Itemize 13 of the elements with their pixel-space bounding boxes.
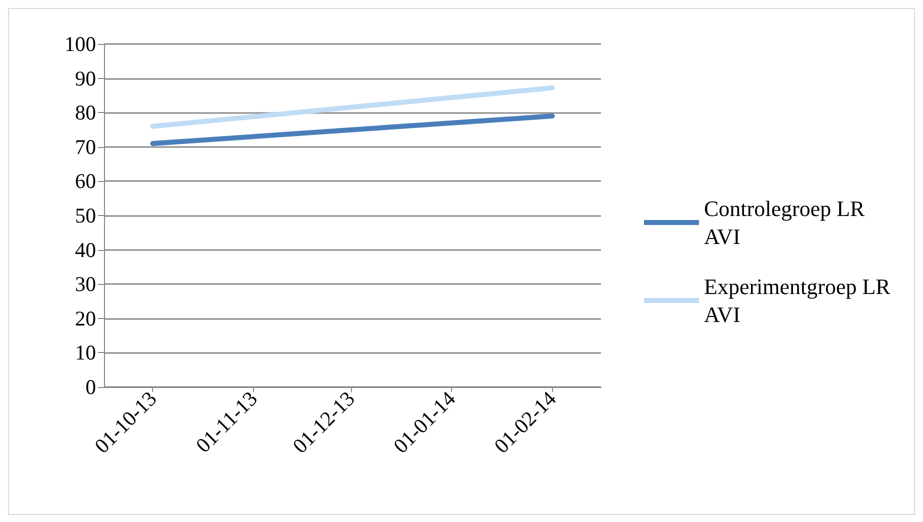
y-tick-label: 40 bbox=[75, 238, 96, 262]
legend-label: Experimentgroep LR AVI bbox=[704, 274, 896, 327]
y-tick-label: 100 bbox=[64, 32, 96, 56]
y-tick-label: 20 bbox=[75, 306, 96, 330]
y-tick-label: 90 bbox=[75, 66, 96, 90]
y-tick-label: 50 bbox=[75, 204, 96, 228]
y-tick-label: 30 bbox=[75, 272, 96, 296]
y-tick-label: 0 bbox=[86, 375, 96, 399]
y-tick-label: 70 bbox=[75, 134, 96, 159]
y-tick-label: 60 bbox=[75, 169, 96, 194]
legend-label: Controlegroep LR AVI bbox=[704, 196, 870, 249]
y-tick-label: 10 bbox=[75, 340, 96, 365]
y-tick-label: 80 bbox=[75, 100, 96, 125]
